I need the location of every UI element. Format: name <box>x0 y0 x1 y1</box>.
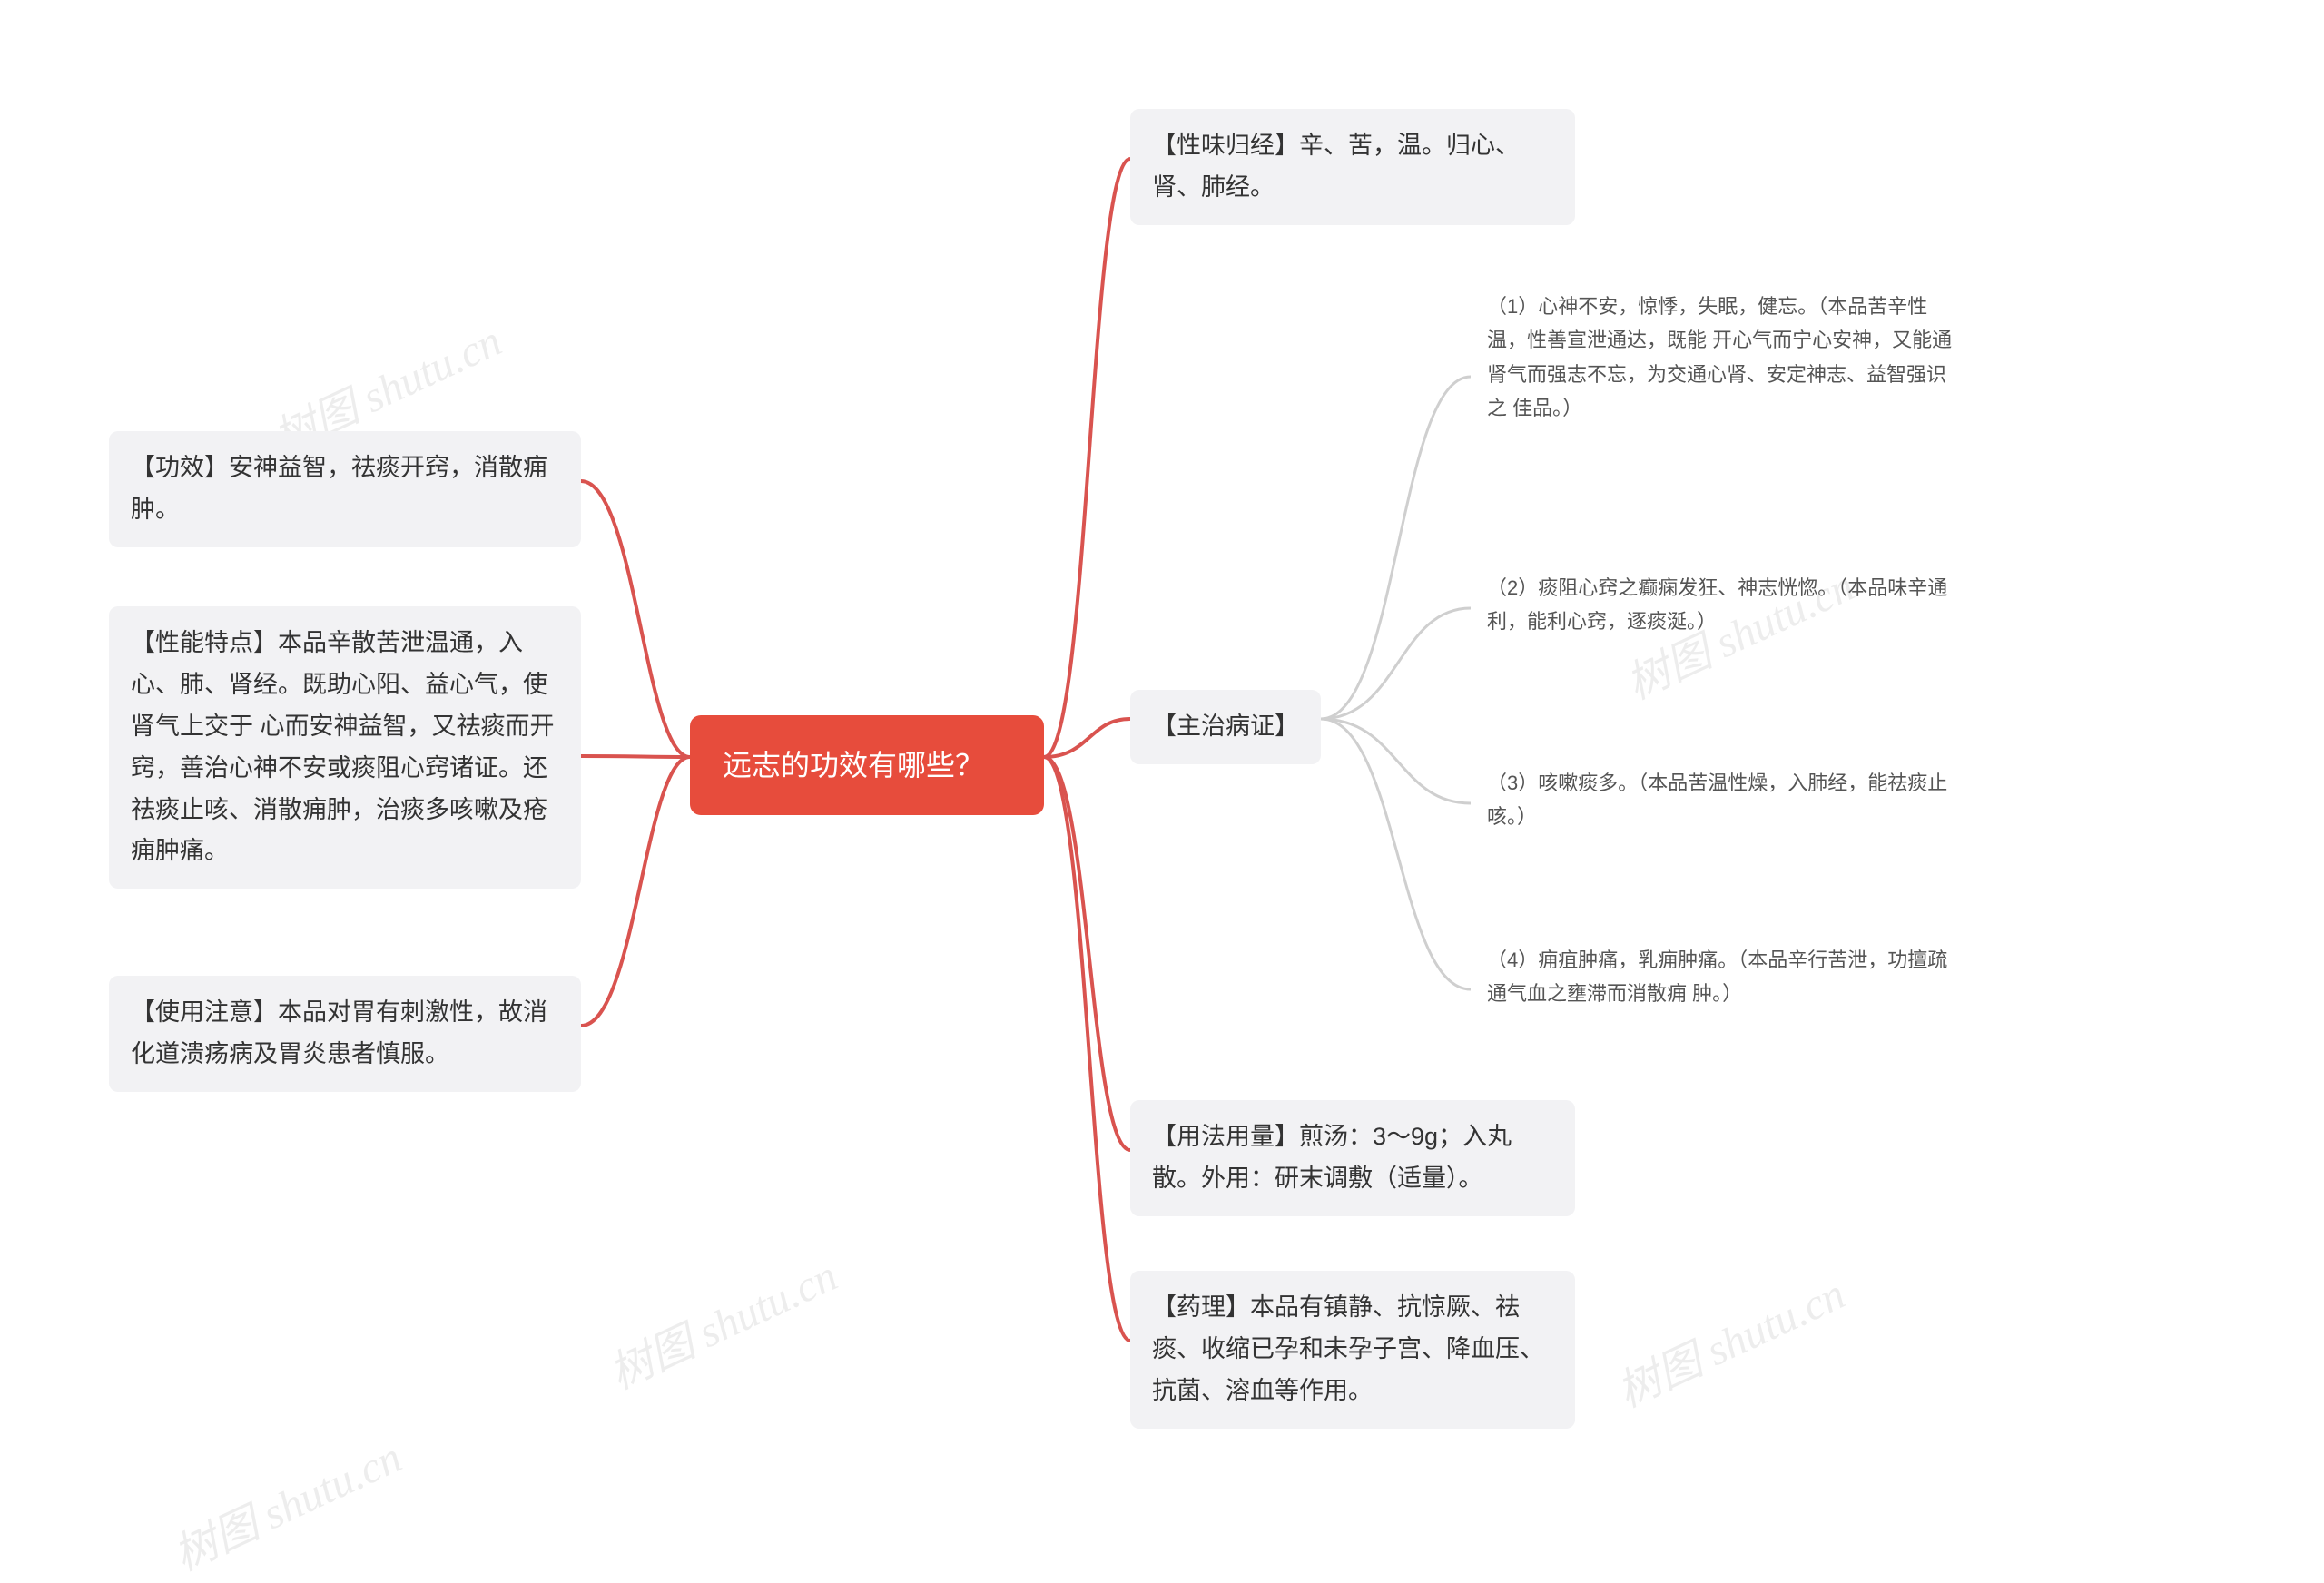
node-indication-3[interactable]: （3）咳嗽痰多。（本品苦温性燥，入肺经，能祛痰止咳。） <box>1471 753 1979 847</box>
mindmap-canvas: 树图 shutu.cn 树图 shutu.cn 树图 shutu.cn 树图 s… <box>0 0 2324 1524</box>
node-dosage[interactable]: 【用法用量】煎汤：3～9g；入丸散。外用：研末调敷（适量）。 <box>1130 1100 1575 1216</box>
watermark: 树图 shutu.cn <box>597 1240 846 1401</box>
node-indications[interactable]: 【主治病证】 <box>1130 690 1321 764</box>
node-efficacy[interactable]: 【功效】安神益智，祛痰开窍，消散痈肿。 <box>109 431 581 547</box>
watermark: 树图 shutu.cn <box>1605 1258 1854 1419</box>
node-caution[interactable]: 【使用注意】本品对胃有刺激性，故消化道溃疡病及胃炎患者慎服。 <box>109 976 581 1092</box>
center-node[interactable]: 远志的功效有哪些？ <box>690 715 1044 815</box>
node-indication-4[interactable]: （4）痈疽肿痛，乳痈肿痛。（本品辛行苦泄，功擅疏通气血之壅滞而消散痈 肿。） <box>1471 930 1979 1024</box>
node-nature[interactable]: 【性味归经】辛、苦，温。归心、肾、肺经。 <box>1130 109 1575 225</box>
node-characteristics[interactable]: 【性能特点】本品辛散苦泄温通，入心、肺、肾经。既助心阳、益心气，使肾气上交于 心… <box>109 606 581 889</box>
watermark: 树图 shutu.cn <box>162 1421 410 1582</box>
node-indication-1[interactable]: （1）心神不安，惊悸，失眠，健忘。（本品苦辛性温，性善宣泄通达，既能 开心气而宁… <box>1471 277 1979 438</box>
node-pharmacology[interactable]: 【药理】本品有镇静、抗惊厥、祛痰、收缩已孕和未孕子宫、降血压、抗菌、溶血等作用。 <box>1130 1271 1575 1429</box>
node-indication-2[interactable]: （2）痰阻心窍之癫痫发狂、神志恍惚。（本品味辛通利，能利心窍，逐痰涎。） <box>1471 558 1979 652</box>
